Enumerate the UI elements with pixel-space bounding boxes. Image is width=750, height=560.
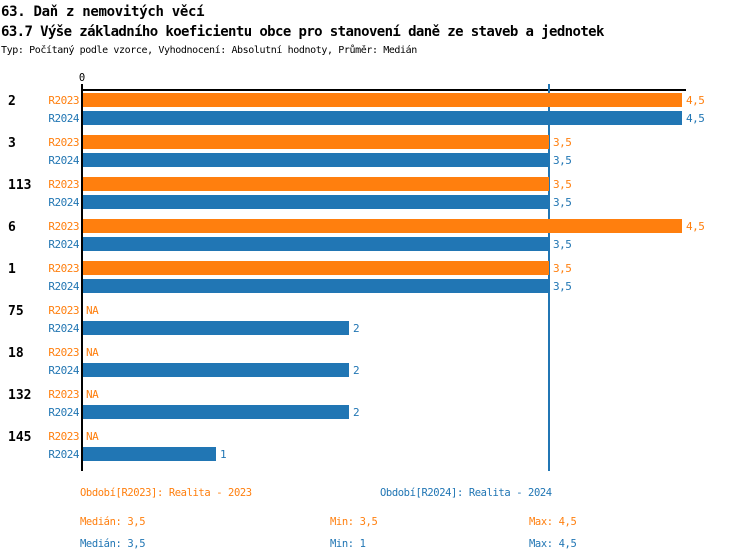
series-label-r2024: R2024 — [48, 112, 79, 125]
bar-value-label: 3,5 — [553, 262, 572, 275]
bar-value-label: 4,5 — [686, 94, 705, 107]
series-label-r2024: R2024 — [48, 238, 79, 251]
legend-item-r2024: Období[R2024]: Realita - 2024 — [380, 487, 552, 499]
bar-r2024 — [83, 279, 549, 293]
bar-value-label: 1 — [220, 448, 227, 461]
series-label-r2023: R2023 — [48, 178, 79, 191]
bar-r2023 — [83, 93, 682, 107]
series-label-r2023: R2023 — [48, 304, 79, 317]
bar-value-label: 2 — [353, 364, 360, 377]
series-label-r2023: R2023 — [48, 388, 79, 401]
bar-r2023 — [83, 177, 549, 191]
chart-subtitle: 63.7 Výše základního koeficientu obce pr… — [1, 24, 604, 40]
series-label-r2023: R2023 — [48, 220, 79, 233]
bar-r2024 — [83, 405, 349, 419]
series-label-r2023: R2023 — [48, 346, 79, 359]
bar-value-label: 3,5 — [553, 196, 572, 209]
series-label-r2024: R2024 — [48, 196, 79, 209]
series-label-r2023: R2023 — [48, 430, 79, 443]
na-value-label: NA — [86, 388, 99, 401]
median-reference-line — [548, 84, 550, 471]
series-label-r2024: R2024 — [48, 448, 79, 461]
stat-median-r2023: Medián: 3,5 — [80, 516, 146, 528]
chart-meta: Typ: Počítaný podle vzorce, Vyhodnocení:… — [1, 45, 417, 56]
series-label-r2024: R2024 — [48, 406, 79, 419]
stat-median-r2024: Medián: 3,5 — [80, 538, 146, 550]
bar-r2023 — [83, 219, 682, 233]
bar-value-label: 4,5 — [686, 112, 705, 125]
stat-min-r2024: Min: 1 — [330, 538, 366, 550]
category-label: 6 — [8, 220, 16, 235]
na-value-label: NA — [86, 346, 99, 359]
legend-item-r2023: Období[R2023]: Realita - 2023 — [80, 487, 252, 499]
bar-r2024 — [83, 111, 682, 125]
stat-max-r2024: Max: 4,5 — [529, 538, 577, 550]
series-label-r2023: R2023 — [48, 94, 79, 107]
category-label: 1 — [8, 262, 16, 277]
bar-r2024 — [83, 237, 549, 251]
bar-r2024 — [83, 321, 349, 335]
bar-value-label: 3,5 — [553, 238, 572, 251]
series-label-r2023: R2023 — [48, 262, 79, 275]
bar-r2023 — [83, 135, 549, 149]
bar-value-label: 3,5 — [553, 154, 572, 167]
x-axis-line — [82, 89, 686, 91]
bar-r2023 — [83, 261, 549, 275]
series-label-r2024: R2024 — [48, 364, 79, 377]
bar-r2024 — [83, 153, 549, 167]
category-label: 145 — [8, 430, 32, 445]
category-label: 132 — [8, 388, 32, 403]
series-label-r2024: R2024 — [48, 280, 79, 293]
bar-value-label: 3,5 — [553, 178, 572, 191]
na-value-label: NA — [86, 430, 99, 443]
category-label: 3 — [8, 136, 16, 151]
page-title: 63. Daň z nemovitých věcí — [1, 4, 205, 20]
category-label: 18 — [8, 346, 24, 361]
bar-value-label: 3,5 — [553, 280, 572, 293]
bar-value-label: 3,5 — [553, 136, 572, 149]
series-label-r2024: R2024 — [48, 154, 79, 167]
series-label-r2023: R2023 — [48, 136, 79, 149]
bar-value-label: 2 — [353, 322, 360, 335]
category-label: 2 — [8, 94, 16, 109]
y-axis-line — [81, 89, 83, 471]
x-axis-tick-label: 0 — [78, 72, 86, 84]
bar-r2024 — [83, 447, 216, 461]
stat-max-r2023: Max: 4,5 — [529, 516, 577, 528]
bar-value-label: 4,5 — [686, 220, 705, 233]
series-label-r2024: R2024 — [48, 322, 79, 335]
stat-min-r2023: Min: 3,5 — [330, 516, 378, 528]
category-label: 113 — [8, 178, 32, 193]
category-label: 75 — [8, 304, 24, 319]
bar-value-label: 2 — [353, 406, 360, 419]
bar-r2024 — [83, 195, 549, 209]
bar-r2024 — [83, 363, 349, 377]
na-value-label: NA — [86, 304, 99, 317]
